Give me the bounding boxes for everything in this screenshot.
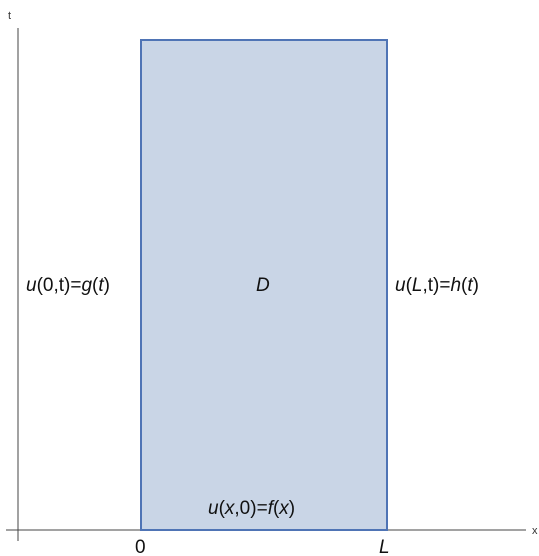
length-tick-label: L — [379, 537, 390, 556]
x-axis-label: x — [532, 525, 538, 537]
region-label: D — [256, 275, 270, 296]
t-axis-label: t — [8, 10, 11, 22]
origin-tick-label: 0 — [135, 537, 146, 556]
right-boundary-condition: u(L,t)=h(t) — [395, 275, 479, 296]
left-boundary-condition: u(0,t)=g(t) — [26, 275, 110, 296]
initial-condition: u(x,0)=f(x) — [208, 498, 295, 519]
